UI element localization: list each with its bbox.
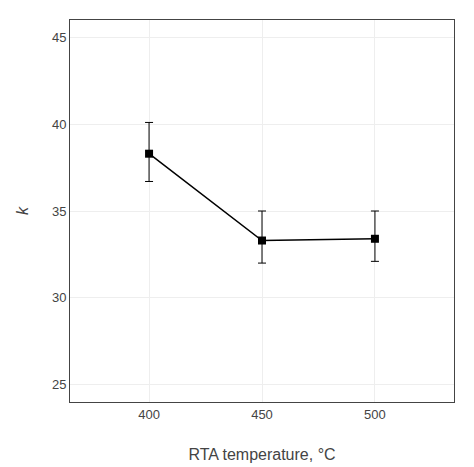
svg-text:500: 500 (364, 407, 386, 422)
svg-text:400: 400 (138, 407, 160, 422)
svg-text:35: 35 (52, 204, 66, 219)
svg-text:45: 45 (52, 30, 66, 45)
svg-text:30: 30 (52, 290, 66, 305)
svg-text:RTA temperature, °C: RTA temperature, °C (188, 446, 335, 463)
svg-text:k: k (14, 206, 31, 215)
svg-text:450: 450 (251, 407, 273, 422)
svg-text:25: 25 (52, 377, 66, 392)
svg-text:40: 40 (52, 117, 66, 132)
